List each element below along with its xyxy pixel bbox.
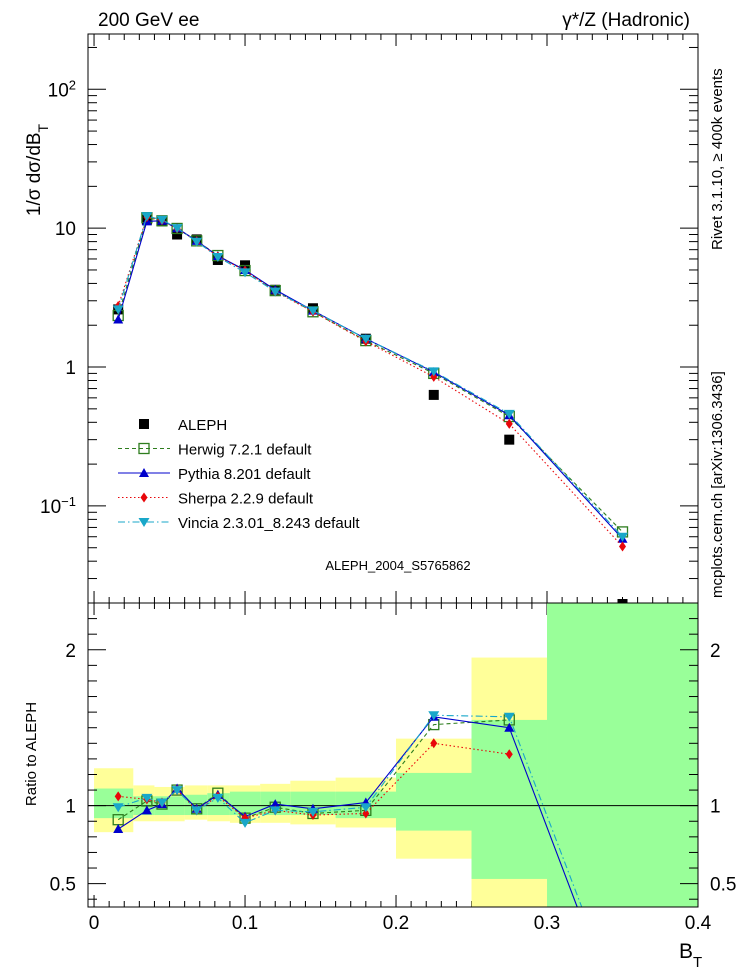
y-tick-exponent: −1: [61, 493, 76, 508]
header-right: γ*/Z (Hadronic): [562, 10, 690, 31]
legend-marker: [138, 518, 150, 527]
xlabel-sub: T: [693, 954, 702, 971]
data-point: [505, 418, 513, 429]
ratio-point: [270, 799, 281, 809]
ratio-point: [141, 805, 152, 815]
data-point: [112, 305, 124, 315]
data-point: [428, 367, 440, 377]
ratio-point: [360, 803, 372, 813]
band-green: [290, 791, 336, 816]
ratio-point: [307, 807, 319, 817]
mcplots-label: mcplots.cern.ch [arXiv:1306.3436]: [709, 371, 726, 598]
series-0: [113, 214, 515, 445]
main-ylabel-sub: T: [35, 123, 51, 132]
ratio-point: [430, 738, 438, 749]
data-point: [141, 212, 153, 222]
band-green: [229, 791, 261, 816]
band-green: [471, 719, 548, 879]
ratio-point: [114, 791, 122, 802]
ratio-point: [113, 824, 124, 834]
legend-label: Sherpa 2.2.9 default: [178, 491, 314, 508]
band-green: [396, 772, 472, 831]
xlabel: BT: [679, 940, 702, 971]
y-tick-label: 10: [55, 219, 76, 240]
legend-item: Pythia 8.201 default: [118, 466, 311, 483]
ratio-y-tick-label: 0.5: [50, 875, 76, 896]
data-point: [212, 252, 224, 262]
analysis-label: ALEPH_2004_S5765862: [325, 558, 470, 573]
y-tick-label: 102: [48, 77, 76, 102]
header-left: 200 GeV ee: [98, 10, 199, 31]
legend-label: Herwig 7.2.1 default: [178, 442, 312, 459]
legend-item: ALEPH: [139, 417, 227, 434]
rivet-version-label: Rivet 3.1.10, ≥ 400k events: [709, 68, 726, 250]
y-tick-exponent: 2: [69, 77, 76, 92]
data-point: [504, 434, 515, 445]
ratio-point: [239, 818, 251, 828]
ratio-point: [269, 806, 281, 816]
legend-label: ALEPH: [178, 417, 227, 434]
legend-label: Pythia 8.201 default: [178, 466, 311, 483]
series-line: [117, 217, 623, 533]
y-tick-label: 1: [65, 358, 76, 379]
ratio-point: [362, 808, 370, 819]
data-point: [430, 371, 438, 382]
ratio-series-3: [112, 711, 583, 908]
ratio-point: [505, 749, 513, 760]
legend-item: Vincia 2.3.01_8.243 default: [118, 515, 360, 532]
data-point: [172, 229, 183, 240]
ratio-y-tick-label-right: 0.5: [710, 875, 736, 896]
data-point: [619, 541, 627, 552]
ratio-point: [191, 806, 203, 816]
legend-marker: [139, 468, 149, 477]
legend: ALEPH Herwig 7.2.1 default Pythia 8.201 de…: [118, 417, 360, 532]
ratio-point: [141, 793, 153, 803]
ratio-panel: 0 0.1 0.2 0.3 0.4 0.5 0.5 1 1 2 2: [50, 602, 736, 934]
x-tick-label: 0.1: [232, 913, 258, 934]
data-point: [617, 532, 629, 542]
ratio-point: [112, 803, 124, 813]
legend-marker: [139, 419, 149, 429]
main-panel: 10−1 1 10 102: [40, 33, 699, 907]
legend-marker: [138, 442, 150, 455]
data-point: [503, 409, 515, 419]
ratio-point: [503, 712, 515, 722]
ratio-point: [428, 711, 440, 721]
ratio-ylabel: Ratio to ALEPH: [23, 702, 40, 806]
ratio-frame: [87, 602, 699, 908]
data-point: [191, 237, 203, 247]
x-tick-label: 0.2: [383, 913, 409, 934]
series-line: [117, 215, 623, 538]
svg-text:1/σ dσ/dBT: 1/σ dσ/dBT: [24, 123, 51, 216]
legend-marker: [140, 492, 148, 503]
data-point: [171, 224, 183, 234]
ratio-y-tick-label: 1: [65, 797, 76, 818]
data-point: [156, 215, 168, 225]
legend-item: Sherpa 2.2.9 default: [118, 491, 314, 508]
x-tick-label: 0.3: [534, 913, 560, 934]
legend-item: Herwig 7.2.1 default: [118, 442, 312, 459]
main-ylabel: 1/σ dσ/dBT: [24, 123, 51, 216]
x-tick-label: 0: [89, 913, 100, 934]
ratio-point: [212, 793, 224, 803]
data-point: [360, 334, 372, 344]
data-point: [239, 268, 251, 278]
ratio-point: [171, 786, 183, 796]
data-point: [269, 287, 281, 297]
series-1: [112, 212, 629, 538]
data-point: [307, 306, 319, 316]
band-green: [547, 603, 698, 907]
series-4: [112, 212, 629, 542]
ratio-y-tick-label-right: 1: [710, 797, 721, 818]
data-point: [428, 389, 439, 400]
ratio-point: [156, 798, 168, 808]
ratio-point: [504, 722, 515, 732]
ratio-y-tick-label: 2: [65, 641, 76, 662]
y-tick-label: 10−1: [40, 493, 76, 518]
legend-label: Vincia 2.3.01_8.243 default: [178, 515, 360, 532]
ratio-y-tick-label-right: 2: [710, 641, 721, 662]
data-point: [113, 314, 124, 324]
x-tick-label: 0.4: [685, 913, 712, 934]
